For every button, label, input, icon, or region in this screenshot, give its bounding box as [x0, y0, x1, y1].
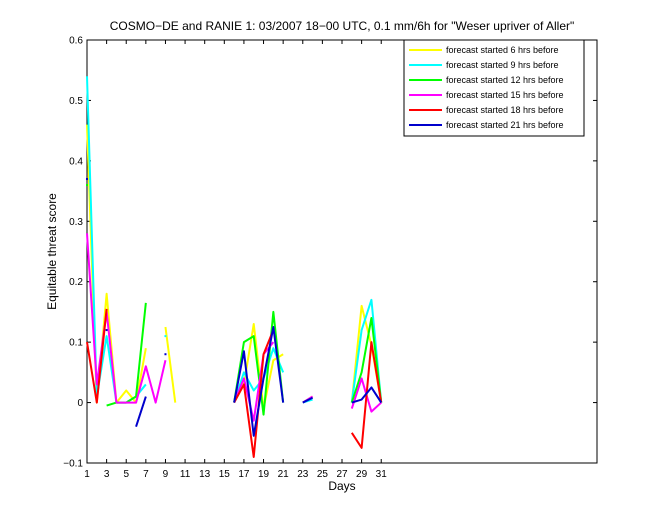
- y-axis: −0.1 0 0.1 0.2 0.3 0.4 0.5 0.6: [63, 36, 597, 470]
- y-tick-label: 0.1: [69, 338, 83, 349]
- series-layer: [86, 76, 383, 458]
- y-tick-label: 0.5: [69, 96, 83, 107]
- series-line: [233, 341, 275, 422]
- x-tick-label: 21: [278, 469, 290, 480]
- x-tick-label: 23: [297, 469, 309, 480]
- x-tick-label: 25: [317, 469, 329, 480]
- legend-label: forecast started 9 hrs before: [446, 60, 559, 70]
- chart-title: COSMO−DE and RANIE 1: 03/2007 18−00 UTC,…: [110, 19, 575, 33]
- legend-label: forecast started 21 hrs before: [446, 120, 564, 130]
- x-tick-label: 1: [84, 469, 90, 480]
- x-tick-label: 17: [238, 469, 250, 480]
- x-axis-label: Days: [328, 479, 355, 493]
- x-axis: 1 3 5 7 9 11 13 15 17 19 21 23 25 27 29 31: [84, 40, 387, 480]
- legend-box: [403, 39, 585, 137]
- y-tick-label: 0.2: [69, 277, 83, 288]
- x-tick-label: 15: [219, 469, 231, 480]
- series-line: [86, 233, 167, 404]
- y-tick-label: 0.4: [69, 156, 83, 167]
- x-tick-label: 31: [376, 469, 388, 480]
- series-line: [350, 298, 383, 403]
- legend-label: forecast started 12 hrs before: [446, 75, 564, 85]
- x-tick-label: 11: [180, 469, 191, 480]
- legend: forecast started 6 hrs before forecast st…: [403, 39, 585, 137]
- y-tick-label: 0.6: [69, 36, 83, 47]
- series-line: [302, 396, 314, 404]
- series-line: [233, 310, 285, 416]
- series-line: [86, 308, 108, 404]
- x-tick-label: 27: [336, 469, 348, 480]
- x-tick-label: 29: [356, 469, 368, 480]
- x-tick-label: 9: [163, 469, 169, 480]
- y-axis-label: Equitable threat score: [45, 193, 59, 310]
- legend-label: forecast started 15 hrs before: [446, 90, 564, 100]
- x-tick-label: 7: [143, 469, 149, 480]
- series-line: [351, 386, 383, 404]
- y-tick-label: 0.3: [69, 217, 83, 228]
- y-tick-label: 0: [77, 398, 83, 409]
- y-tick-label: −0.1: [63, 459, 83, 470]
- series-line: [135, 396, 147, 428]
- series-line: [233, 326, 285, 437]
- series-line: [164, 326, 177, 403]
- series-line: [350, 316, 383, 403]
- x-tick-label: 13: [199, 469, 211, 480]
- series-6: [86, 177, 383, 437]
- x-tick-label: 19: [258, 469, 270, 480]
- series-line: [233, 329, 275, 458]
- legend-label: forecast started 18 hrs before: [446, 105, 564, 115]
- legend-label: forecast started 6 hrs before: [446, 45, 559, 55]
- x-tick-label: 3: [104, 469, 110, 480]
- x-tick-label: 5: [123, 469, 129, 480]
